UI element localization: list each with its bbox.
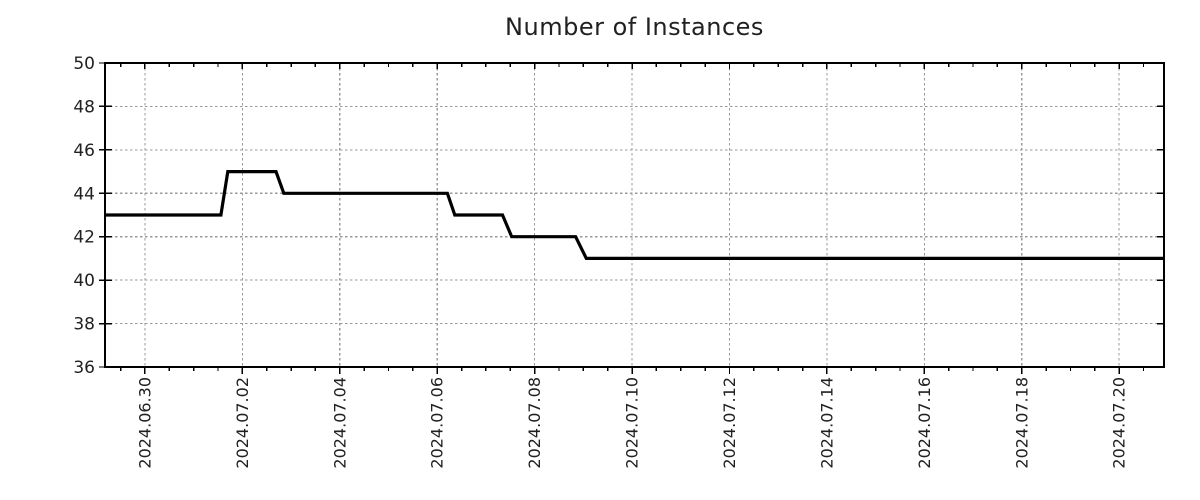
x-tick-label: 2024.07.04 — [330, 377, 349, 469]
y-tick-label: 44 — [73, 184, 95, 204]
y-tick-label: 40 — [73, 271, 95, 291]
y-tick-label: 50 — [73, 54, 95, 74]
y-tick-label: 42 — [73, 228, 95, 248]
chart-title: Number of Instances — [505, 13, 764, 41]
x-tick-label: 2024.07.20 — [1110, 377, 1129, 469]
x-tick-label: 2024.07.18 — [1012, 377, 1031, 469]
y-tick-label: 48 — [73, 97, 95, 117]
x-tick-label: 2024.07.14 — [817, 377, 836, 469]
y-tick-label: 46 — [73, 141, 95, 161]
plot-border — [104, 62, 1165, 368]
x-tick-label: 2024.07.10 — [623, 377, 642, 469]
x-tick-label: 2024.06.30 — [135, 377, 154, 469]
x-tick-label: 2024.07.02 — [233, 377, 252, 469]
y-tick-label: 36 — [73, 358, 95, 378]
x-tick-label: 2024.07.08 — [525, 377, 544, 469]
x-tick-label: 2024.07.16 — [915, 377, 934, 469]
x-tick-label: 2024.07.06 — [428, 377, 447, 469]
x-tick-label: 2024.07.12 — [720, 377, 739, 469]
y-tick-label: 38 — [73, 315, 95, 335]
series-line — [105, 170, 1164, 260]
